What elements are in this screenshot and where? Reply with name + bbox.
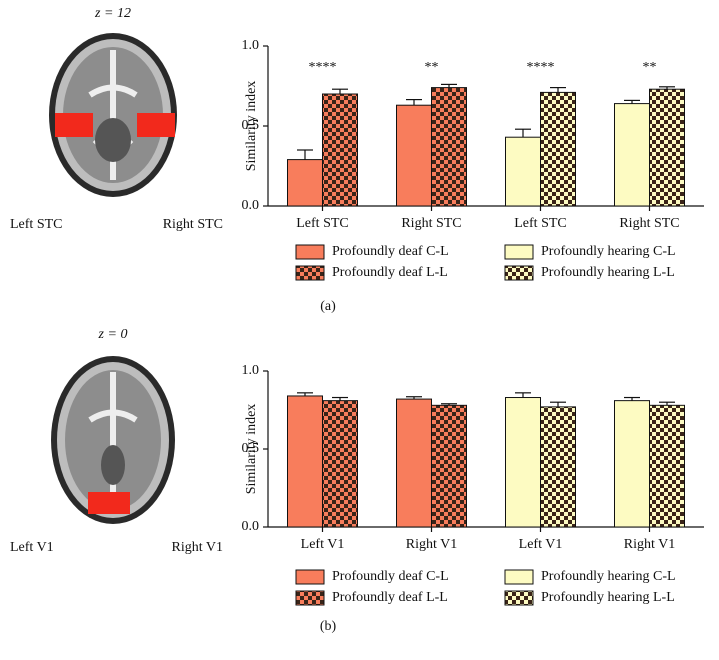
error-bar [624, 396, 640, 401]
side-label: Left V1 [10, 540, 54, 555]
error-bar [332, 396, 348, 401]
legend-label: Profoundly hearing L-L [541, 265, 675, 280]
error-bar [515, 128, 531, 138]
bar [396, 398, 432, 528]
y-tick-label: 0.0 [242, 519, 260, 534]
bar [649, 404, 685, 528]
error-bar [406, 98, 422, 106]
error-bar [297, 392, 313, 396]
legend-swatch [504, 265, 534, 281]
error-bar [659, 401, 675, 406]
bar [505, 397, 541, 528]
error-bar [515, 392, 531, 398]
bar [649, 88, 685, 207]
legend-label: Profoundly hearing C-L [541, 244, 676, 259]
bar [431, 87, 467, 207]
y-tick-label: 0.0 [242, 198, 260, 213]
side-label: Right V1 [172, 540, 223, 555]
bar [540, 406, 576, 528]
legend-label: Profoundly hearing C-L [541, 569, 676, 584]
slice-label: z = 12 [94, 6, 131, 21]
brain-image [51, 356, 175, 524]
error-bar [297, 149, 313, 160]
error-bar [441, 83, 457, 88]
x-tick-label: Right V1 [406, 537, 457, 552]
significance-label: ** [425, 60, 439, 75]
x-tick-label: Left V1 [519, 537, 563, 552]
error-bar [550, 86, 566, 93]
error-bar [624, 99, 640, 104]
x-tick-label: Right V1 [624, 537, 675, 552]
legend-label: Profoundly deaf L-L [332, 265, 448, 280]
slice-label: z = 0 [98, 327, 128, 342]
y-tick-label: 1.0 [242, 38, 260, 53]
legend-label: Profoundly deaf C-L [332, 244, 449, 259]
y-axis-label: Similarity index [244, 81, 259, 172]
bar [614, 103, 650, 207]
x-tick-label: Right STC [619, 216, 679, 231]
legend-swatch [504, 569, 534, 585]
legend-swatch [295, 590, 325, 606]
brain-image [49, 33, 177, 197]
x-tick-label: Left STC [296, 216, 349, 231]
bar [505, 136, 541, 207]
y-axis-label: Similarity index [244, 404, 259, 495]
error-bar [659, 86, 675, 90]
panel-label: (b) [320, 619, 337, 634]
error-bar [332, 88, 348, 94]
bar [614, 400, 650, 528]
error-bar [550, 401, 566, 407]
legend-swatch [295, 569, 325, 585]
legend-swatch [504, 244, 534, 260]
bar [322, 400, 358, 528]
error-bar [406, 396, 422, 400]
y-tick-label: 0.5 [242, 441, 260, 456]
significance-label: **** [309, 60, 337, 75]
bar [287, 159, 323, 207]
x-tick-label: Left STC [514, 216, 567, 231]
side-label: Left STC [10, 217, 63, 232]
legend-label: Profoundly hearing L-L [541, 590, 675, 605]
bar [396, 104, 432, 207]
legend-label: Profoundly deaf C-L [332, 569, 449, 584]
legend-swatch [295, 244, 325, 260]
bar [322, 93, 358, 207]
bar [540, 91, 576, 207]
significance-label: ** [643, 60, 657, 75]
error-bar [441, 403, 457, 406]
legend-swatch [295, 265, 325, 281]
panel-label: (a) [320, 299, 336, 314]
x-tick-label: Left V1 [301, 537, 345, 552]
bar [287, 395, 323, 528]
side-label: Right STC [163, 217, 223, 232]
x-tick-label: Right STC [401, 216, 461, 231]
significance-label: **** [527, 60, 555, 75]
legend-label: Profoundly deaf L-L [332, 590, 448, 605]
bar [431, 404, 467, 528]
legend-swatch [504, 590, 534, 606]
y-tick-label: 1.0 [242, 363, 260, 378]
y-tick-label: 0.5 [242, 118, 260, 133]
